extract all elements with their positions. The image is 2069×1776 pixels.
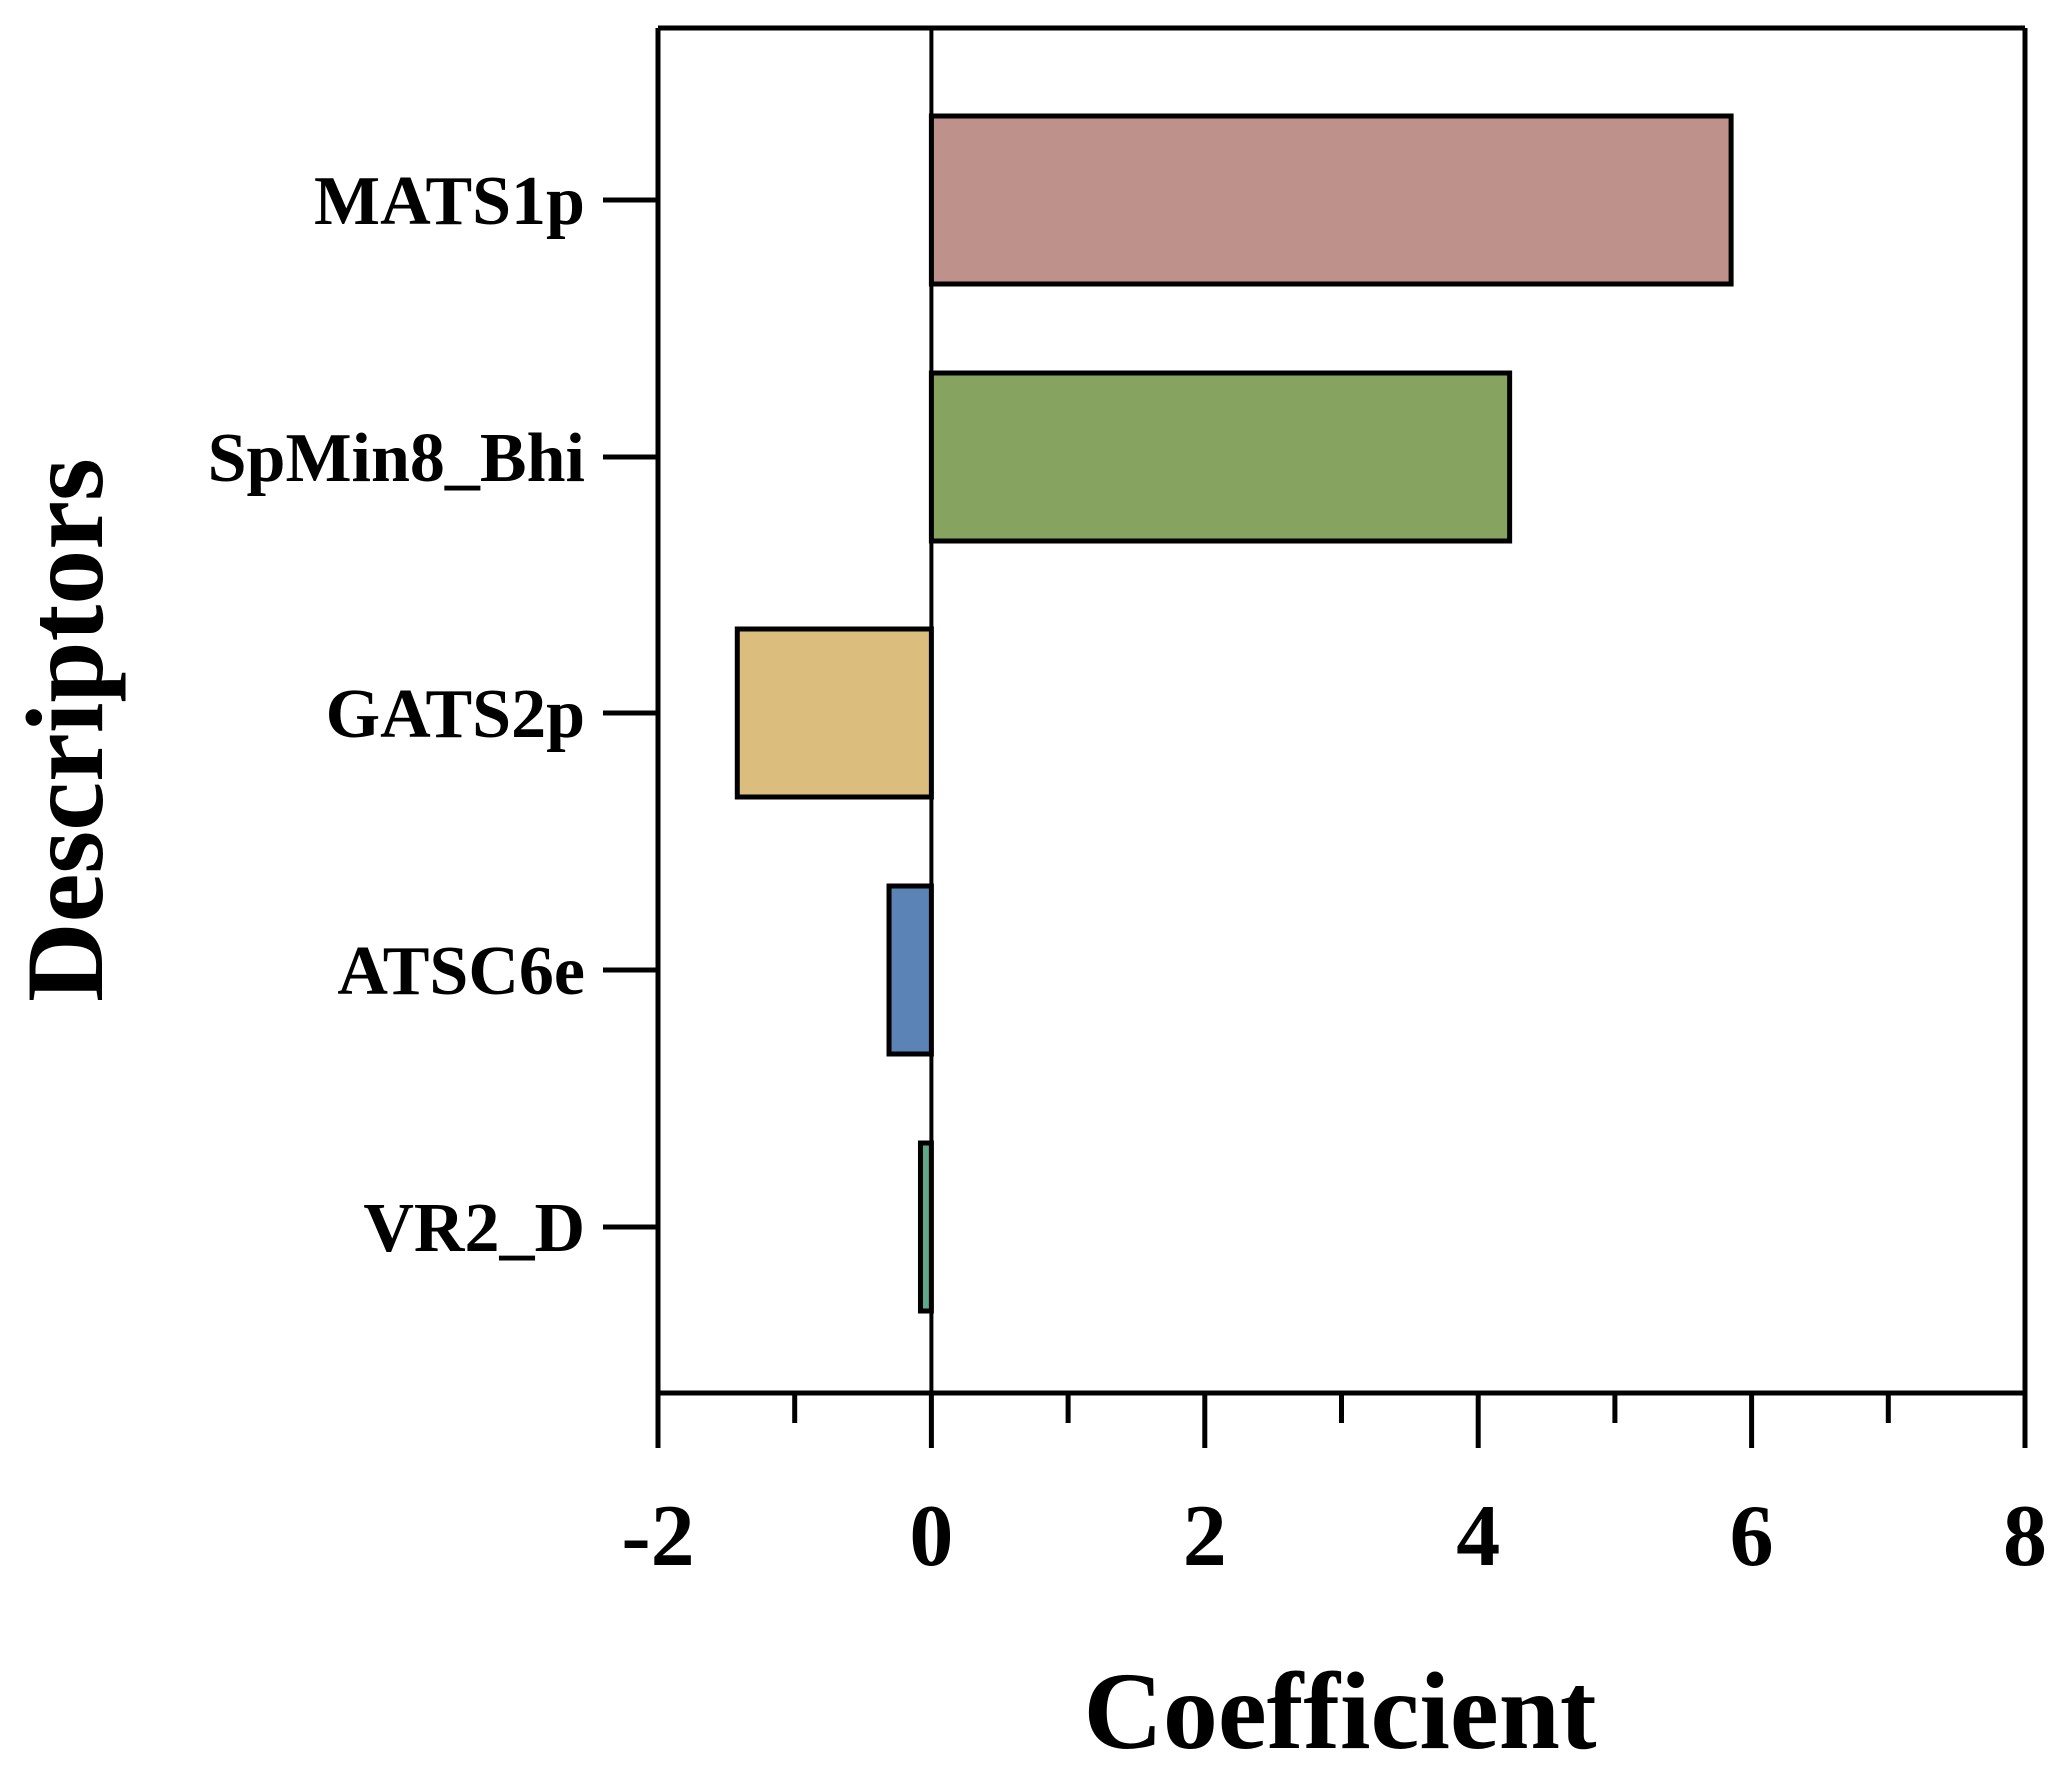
y-category-label: ATSC6e <box>337 933 585 1010</box>
y-category-label: GATS2p <box>326 676 585 753</box>
y-category-label: MATS1p <box>314 163 585 240</box>
y-category-label: VR2_D <box>363 1190 585 1267</box>
axes-layer <box>603 25 2028 1448</box>
bar-spmin8-bhi <box>928 370 1513 544</box>
y-axis-title: Descriptors <box>4 458 126 1002</box>
y-category-label: SpMin8_Bhi <box>208 420 585 497</box>
bar-gats2p <box>734 626 934 800</box>
x-tick-label: 8 <box>2003 1488 2047 1585</box>
bar-atsc6e <box>886 883 934 1057</box>
x-tick-label: 2 <box>1183 1488 1227 1585</box>
x-tick-label: 4 <box>1456 1488 1500 1585</box>
x-tick-label: -2 <box>621 1488 694 1585</box>
bar-mats1p <box>928 113 1734 287</box>
x-tick-label: 0 <box>909 1488 953 1585</box>
bars-layer <box>734 113 1734 1314</box>
x-axis-title: Coefficient <box>1083 1650 1596 1772</box>
x-tick-label: 6 <box>1730 1488 1774 1585</box>
labels-layer: -2 0 2 4 6 8 MATS1p SpMin8_Bhi GATS2p ATSC6e VR2_D <box>208 163 2047 1585</box>
